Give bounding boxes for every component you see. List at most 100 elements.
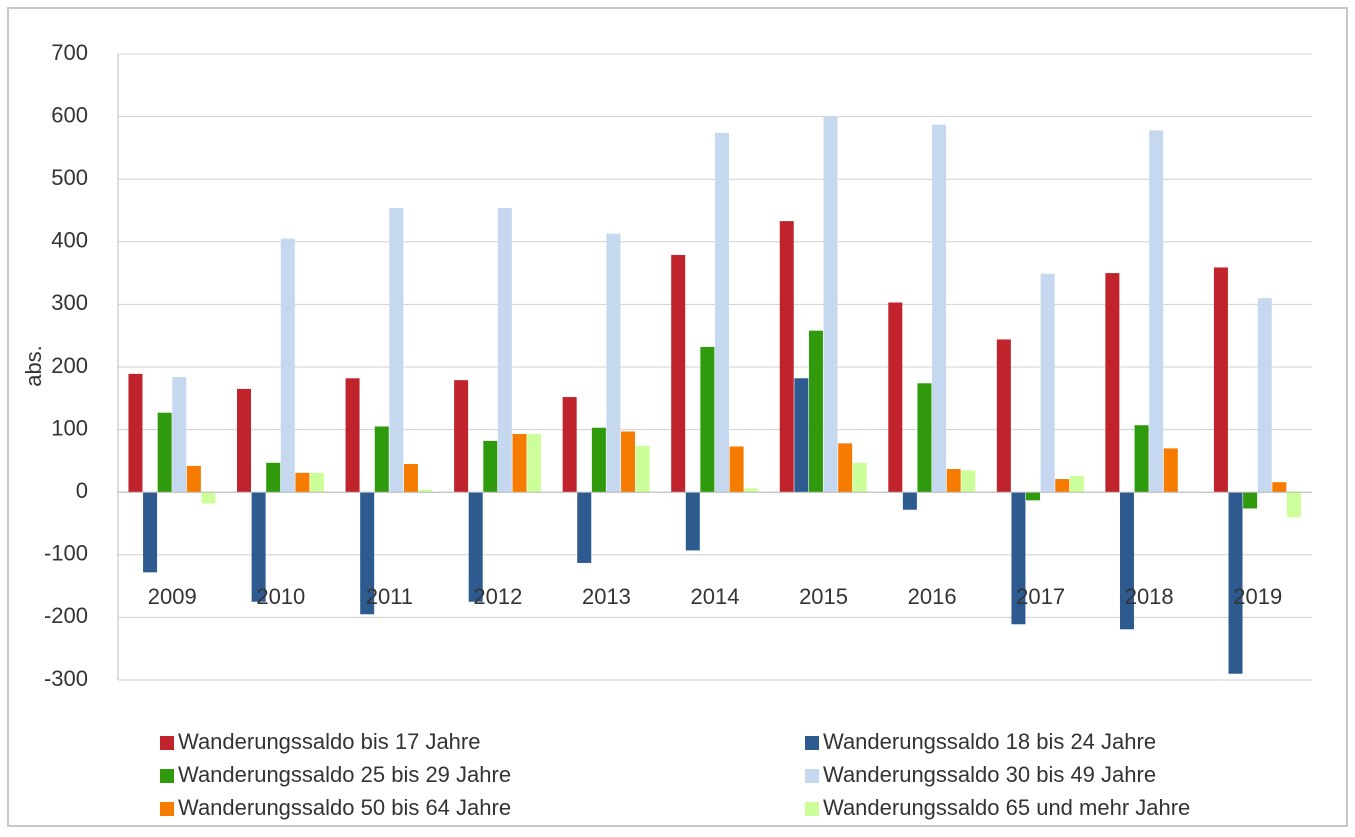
bar <box>1228 492 1243 674</box>
bar <box>996 339 1011 493</box>
bar <box>779 221 794 493</box>
bar <box>418 489 433 493</box>
y-tick-label: -300 <box>44 666 88 691</box>
bar <box>1243 492 1258 509</box>
y-tick-label: 300 <box>51 290 88 315</box>
bar <box>1119 492 1134 630</box>
bar <box>700 346 715 493</box>
bar <box>172 377 187 493</box>
bar <box>157 412 172 493</box>
x-tick-label: 2019 <box>1233 584 1282 609</box>
bar <box>527 433 542 493</box>
bar <box>1134 425 1149 493</box>
bar <box>961 470 976 493</box>
bar <box>577 492 592 563</box>
bar <box>715 132 729 493</box>
x-tick-label: 2018 <box>1125 584 1174 609</box>
bar <box>483 440 498 493</box>
legend-label: Wanderungssaldo 50 bis 64 Jahre <box>178 795 511 820</box>
bar <box>1257 298 1272 493</box>
legend-swatch <box>805 802 819 816</box>
bar <box>838 443 853 493</box>
bar <box>1026 492 1041 501</box>
bar <box>186 465 201 493</box>
legend-label: Wanderungssaldo 65 und mehr Jahre <box>823 795 1190 820</box>
legend-swatch <box>805 736 819 750</box>
legend-swatch <box>160 769 174 783</box>
legend-label: Wanderungssaldo 30 bis 49 Jahre <box>823 762 1156 787</box>
y-tick-label: 100 <box>51 415 88 440</box>
bar <box>591 427 606 493</box>
bar <box>497 207 512 493</box>
bar <box>128 373 143 493</box>
bar <box>729 446 744 493</box>
bar <box>685 492 700 551</box>
bar <box>932 124 947 493</box>
bar <box>345 378 360 493</box>
legend-label: Wanderungssaldo 25 bis 29 Jahre <box>178 762 511 787</box>
bar <box>454 380 469 493</box>
y-tick-label: 500 <box>51 165 88 190</box>
bar <box>902 492 917 510</box>
y-axis-label: abs. <box>21 345 46 387</box>
x-tick-label: 2017 <box>1016 584 1065 609</box>
y-tick-label: 0 <box>76 478 88 503</box>
bar <box>621 431 636 493</box>
bar <box>562 397 577 493</box>
bar <box>295 472 310 493</box>
legend-swatch <box>160 736 174 750</box>
legend-swatch <box>805 769 819 783</box>
bar <box>1069 475 1084 493</box>
bar <box>671 254 686 493</box>
y-tick-label: -100 <box>44 541 88 566</box>
bar <box>237 388 252 493</box>
bar <box>917 383 932 493</box>
x-tick-label: 2011 <box>366 584 413 609</box>
bar <box>280 238 295 493</box>
bar <box>374 426 389 493</box>
legend-swatch <box>160 802 174 816</box>
bar <box>403 464 418 493</box>
bar <box>1040 273 1055 493</box>
bar <box>310 472 325 493</box>
y-tick-label: 400 <box>51 228 88 253</box>
bar <box>606 233 621 493</box>
bar <box>1272 482 1287 493</box>
bar <box>266 462 281 493</box>
y-tick-label: 600 <box>51 102 88 127</box>
bar <box>201 492 216 504</box>
bar <box>1011 492 1026 625</box>
x-tick-label: 2015 <box>799 584 848 609</box>
bar <box>1055 479 1070 493</box>
x-tick-label: 2012 <box>473 584 522 609</box>
x-tick-label: 2010 <box>256 584 305 609</box>
x-tick-label: 2014 <box>691 584 740 609</box>
y-tick-label: 200 <box>51 353 88 378</box>
bar <box>946 469 961 493</box>
x-tick-label: 2009 <box>148 584 197 609</box>
y-tick-label: -200 <box>44 603 88 628</box>
x-tick-label: 2013 <box>582 584 631 609</box>
bar <box>1286 492 1301 518</box>
bar <box>468 492 483 602</box>
bar <box>1105 273 1120 493</box>
bar <box>389 207 404 493</box>
bar <box>888 302 903 493</box>
legend-label: Wanderungssaldo 18 bis 24 Jahre <box>823 729 1156 754</box>
bar <box>744 488 759 493</box>
y-tick-label: 700 <box>51 40 88 65</box>
bar <box>1213 267 1228 493</box>
x-tick-label: 2016 <box>908 584 957 609</box>
bar <box>360 492 375 615</box>
bar <box>1163 448 1178 493</box>
bar <box>852 462 867 493</box>
bar <box>251 492 266 602</box>
bar <box>1149 130 1164 493</box>
bar <box>512 433 527 493</box>
bar <box>635 445 650 493</box>
bar <box>823 116 838 493</box>
bar <box>794 378 809 493</box>
bar <box>808 330 823 493</box>
bar <box>143 492 158 573</box>
